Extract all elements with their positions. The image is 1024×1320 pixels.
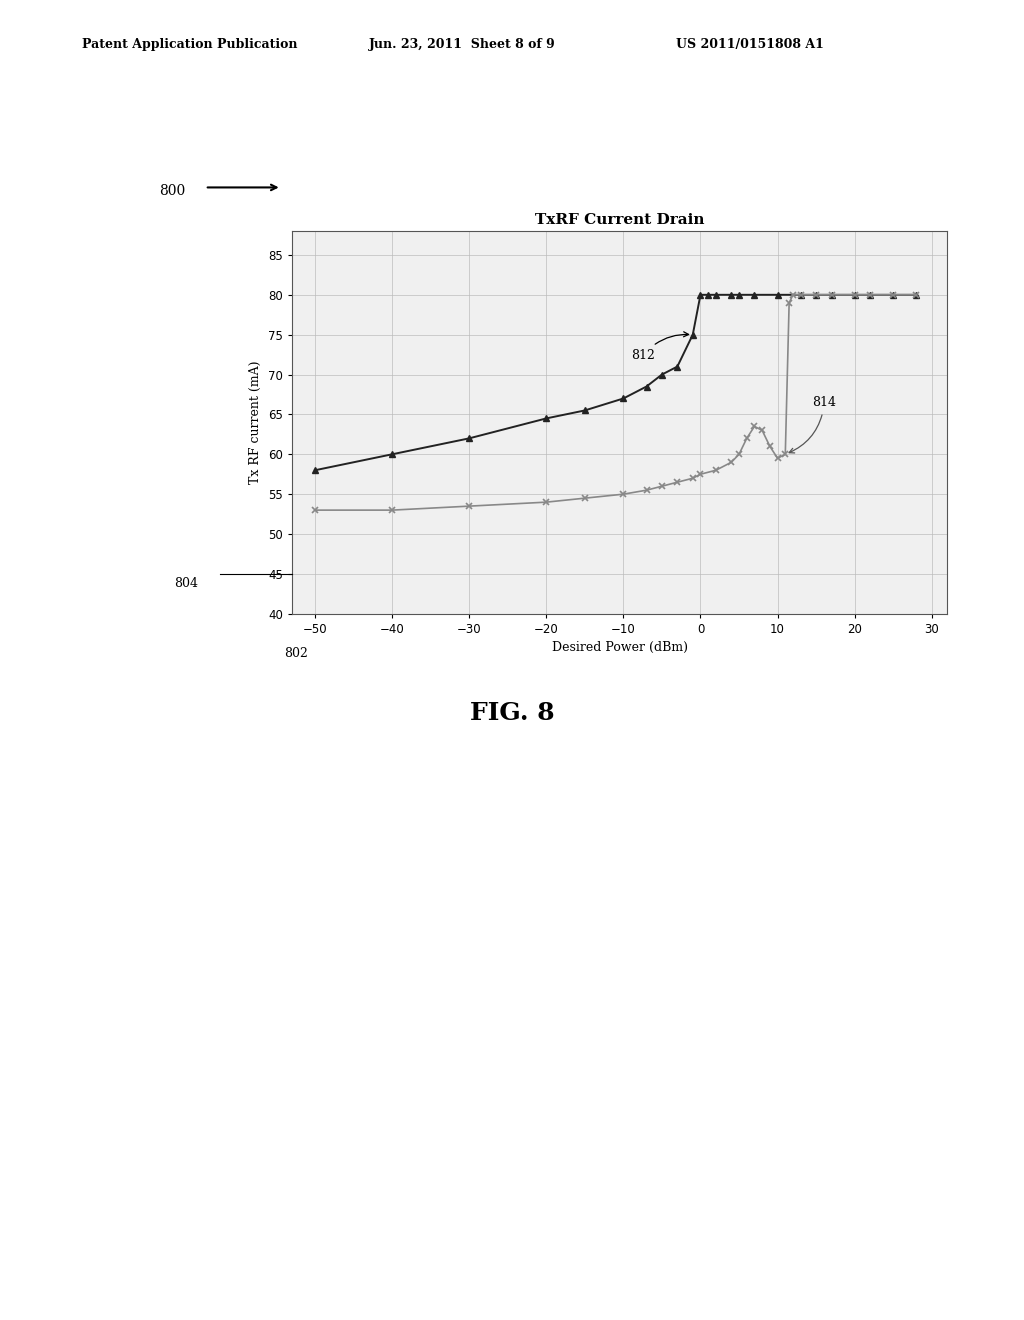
Text: 800: 800 <box>159 185 185 198</box>
Text: US 2011/0151808 A1: US 2011/0151808 A1 <box>676 37 823 50</box>
Text: Patent Application Publication: Patent Application Publication <box>82 37 297 50</box>
Y-axis label: Tx RF current (mA): Tx RF current (mA) <box>250 360 262 484</box>
Title: TxRF Current Drain: TxRF Current Drain <box>535 213 705 227</box>
Text: FIG. 8: FIG. 8 <box>470 701 554 725</box>
Text: 804: 804 <box>174 577 198 590</box>
X-axis label: Desired Power (dBm): Desired Power (dBm) <box>552 642 687 655</box>
Text: 802: 802 <box>284 647 307 660</box>
Text: Jun. 23, 2011  Sheet 8 of 9: Jun. 23, 2011 Sheet 8 of 9 <box>369 37 555 50</box>
Text: 814: 814 <box>790 396 837 453</box>
Text: 812: 812 <box>631 331 688 362</box>
